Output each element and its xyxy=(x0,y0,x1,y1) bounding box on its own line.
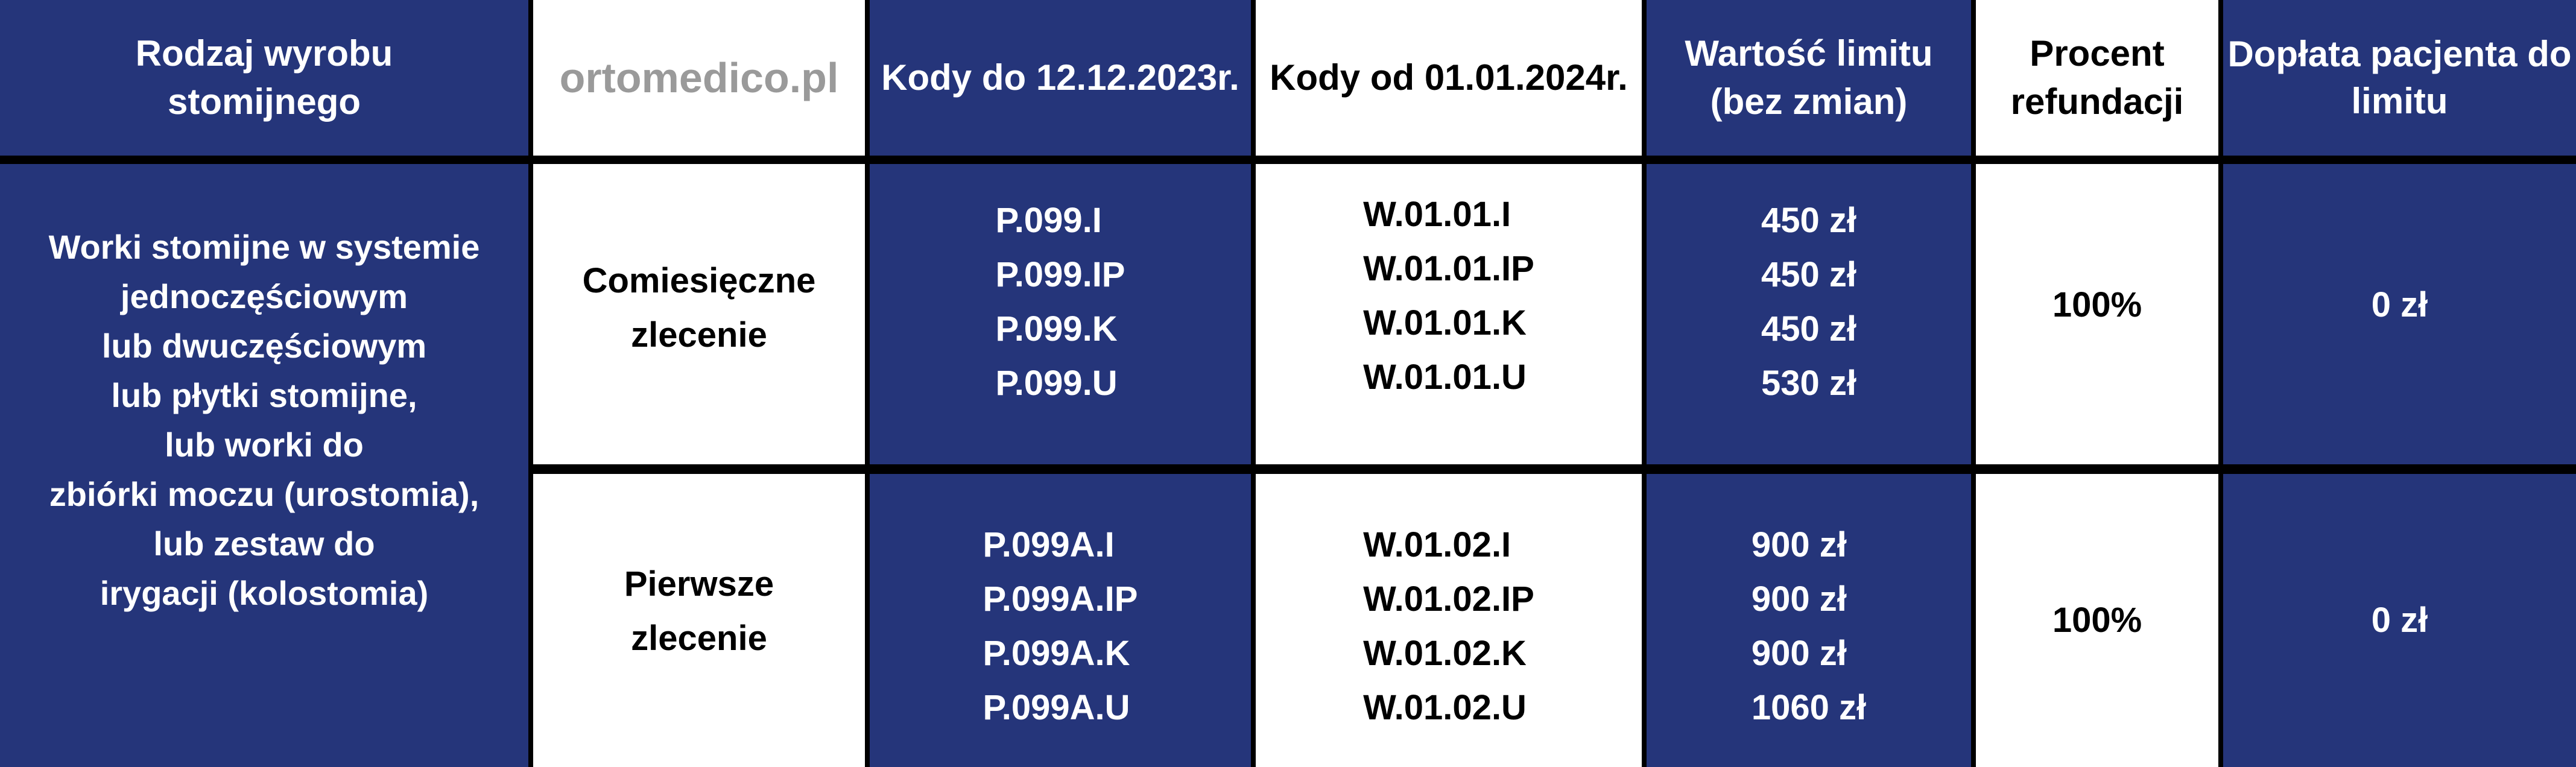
refund-monthly: 100% xyxy=(1976,164,2218,464)
limit-value: 450 zł xyxy=(1761,201,1856,240)
header-refund: Procent refundacji xyxy=(1976,0,2218,156)
refund-first: 100% xyxy=(1976,474,2218,767)
copay-first: 0 zł xyxy=(2223,474,2576,767)
header-label: Wartość limitu (bez zmian) xyxy=(1685,33,1933,122)
old-code: P.099A.K xyxy=(983,634,1130,673)
limit-value: 900 zł xyxy=(1751,634,1847,673)
order-type-first: Pierwsze zlecenie xyxy=(533,474,865,767)
new-code: W.01.02.IP xyxy=(1363,579,1534,619)
new-codes-first: W.01.02.I W.01.02.IP W.01.02.K W.01.02.U xyxy=(1256,474,1642,767)
product-line: lub płytki stomijne, xyxy=(111,376,417,414)
new-code: W.01.02.U xyxy=(1363,688,1527,727)
header-old-codes: Kody do 12.12.2023r. xyxy=(870,0,1251,156)
header-label: Dopłata pacjenta do limitu xyxy=(2227,34,2572,121)
new-codes-monthly: W.01.01.I W.01.01.IP W.01.01.K W.01.01.U xyxy=(1256,164,1642,464)
product-line: lub zestaw do xyxy=(153,525,375,563)
refund-value: 100% xyxy=(2052,601,2142,640)
product-line: jednoczęściowym xyxy=(120,277,408,315)
header-label: Kody do 12.12.2023r. xyxy=(881,57,1239,98)
product-line: lub dwuczęściowym xyxy=(101,327,427,365)
refund-value: 100% xyxy=(2052,285,2142,324)
new-code: W.01.02.K xyxy=(1363,634,1527,673)
limit-value: 1060 zł xyxy=(1751,688,1867,727)
new-code: W.01.01.I xyxy=(1363,195,1511,234)
order-type-line: Comiesięczne xyxy=(582,261,816,300)
old-codes-first: P.099A.I P.099A.IP P.099A.K P.099A.U xyxy=(870,474,1251,767)
old-code: P.099A.IP xyxy=(983,579,1138,619)
old-code: P.099A.I xyxy=(983,525,1115,564)
product-line: lub worki do xyxy=(165,426,364,464)
product-type-cell: Worki stomijne w systemie jednoczęściowy… xyxy=(0,164,528,767)
copay-value: 0 zł xyxy=(2371,285,2428,324)
old-code: P.099.K xyxy=(995,309,1118,349)
limits-monthly: 450 zł 450 zł 450 zł 530 zł xyxy=(1647,164,1971,464)
old-codes-monthly: P.099.I P.099.IP P.099.K P.099.U xyxy=(870,164,1251,464)
header-limit: Wartość limitu (bez zmian) xyxy=(1647,0,1971,156)
limit-value: 450 zł xyxy=(1761,309,1856,349)
limits-first: 900 zł 900 zł 900 zł 1060 zł xyxy=(1647,474,1971,767)
header-label: Procent refundacji xyxy=(2010,33,2184,122)
header-product-type: Rodzaj wyrobu stomijnego xyxy=(0,0,528,156)
old-code: P.099.I xyxy=(995,201,1102,240)
order-type-monthly: Comiesięczne zlecenie xyxy=(533,164,865,464)
header-empty xyxy=(533,0,865,156)
old-code: P.099.U xyxy=(995,364,1118,403)
product-line: irygacji (kolostomia) xyxy=(100,574,429,612)
header-label: Kody od 01.01.2024r. xyxy=(1270,57,1628,98)
product-line: Worki stomijne w systemie xyxy=(48,228,480,266)
new-code: W.01.01.IP xyxy=(1363,249,1534,288)
header-copay: Dopłata pacjenta do limitu xyxy=(2223,0,2576,156)
header-new-codes: Kody od 01.01.2024r. xyxy=(1256,0,1642,156)
new-code: W.01.01.K xyxy=(1363,303,1527,342)
copay-monthly: 0 zł xyxy=(2223,164,2576,464)
old-code: P.099A.U xyxy=(983,688,1130,727)
order-type-line: Pierwsze xyxy=(624,564,774,604)
order-type-line: zlecenie xyxy=(631,619,767,658)
new-code: W.01.02.I xyxy=(1363,525,1511,564)
new-code: W.01.01.U xyxy=(1363,358,1527,397)
old-code: P.099.IP xyxy=(995,255,1125,294)
limit-value: 530 zł xyxy=(1761,364,1856,403)
limit-value: 900 zł xyxy=(1751,525,1847,564)
limit-value: 900 zł xyxy=(1751,579,1847,619)
limit-value: 450 zł xyxy=(1761,255,1856,294)
order-type-line: zlecenie xyxy=(631,315,767,355)
product-line: zbiórki moczu (urostomia), xyxy=(49,475,479,513)
copay-value: 0 zł xyxy=(2371,601,2428,640)
header-label: Rodzaj wyrobu stomijnego xyxy=(135,33,393,122)
